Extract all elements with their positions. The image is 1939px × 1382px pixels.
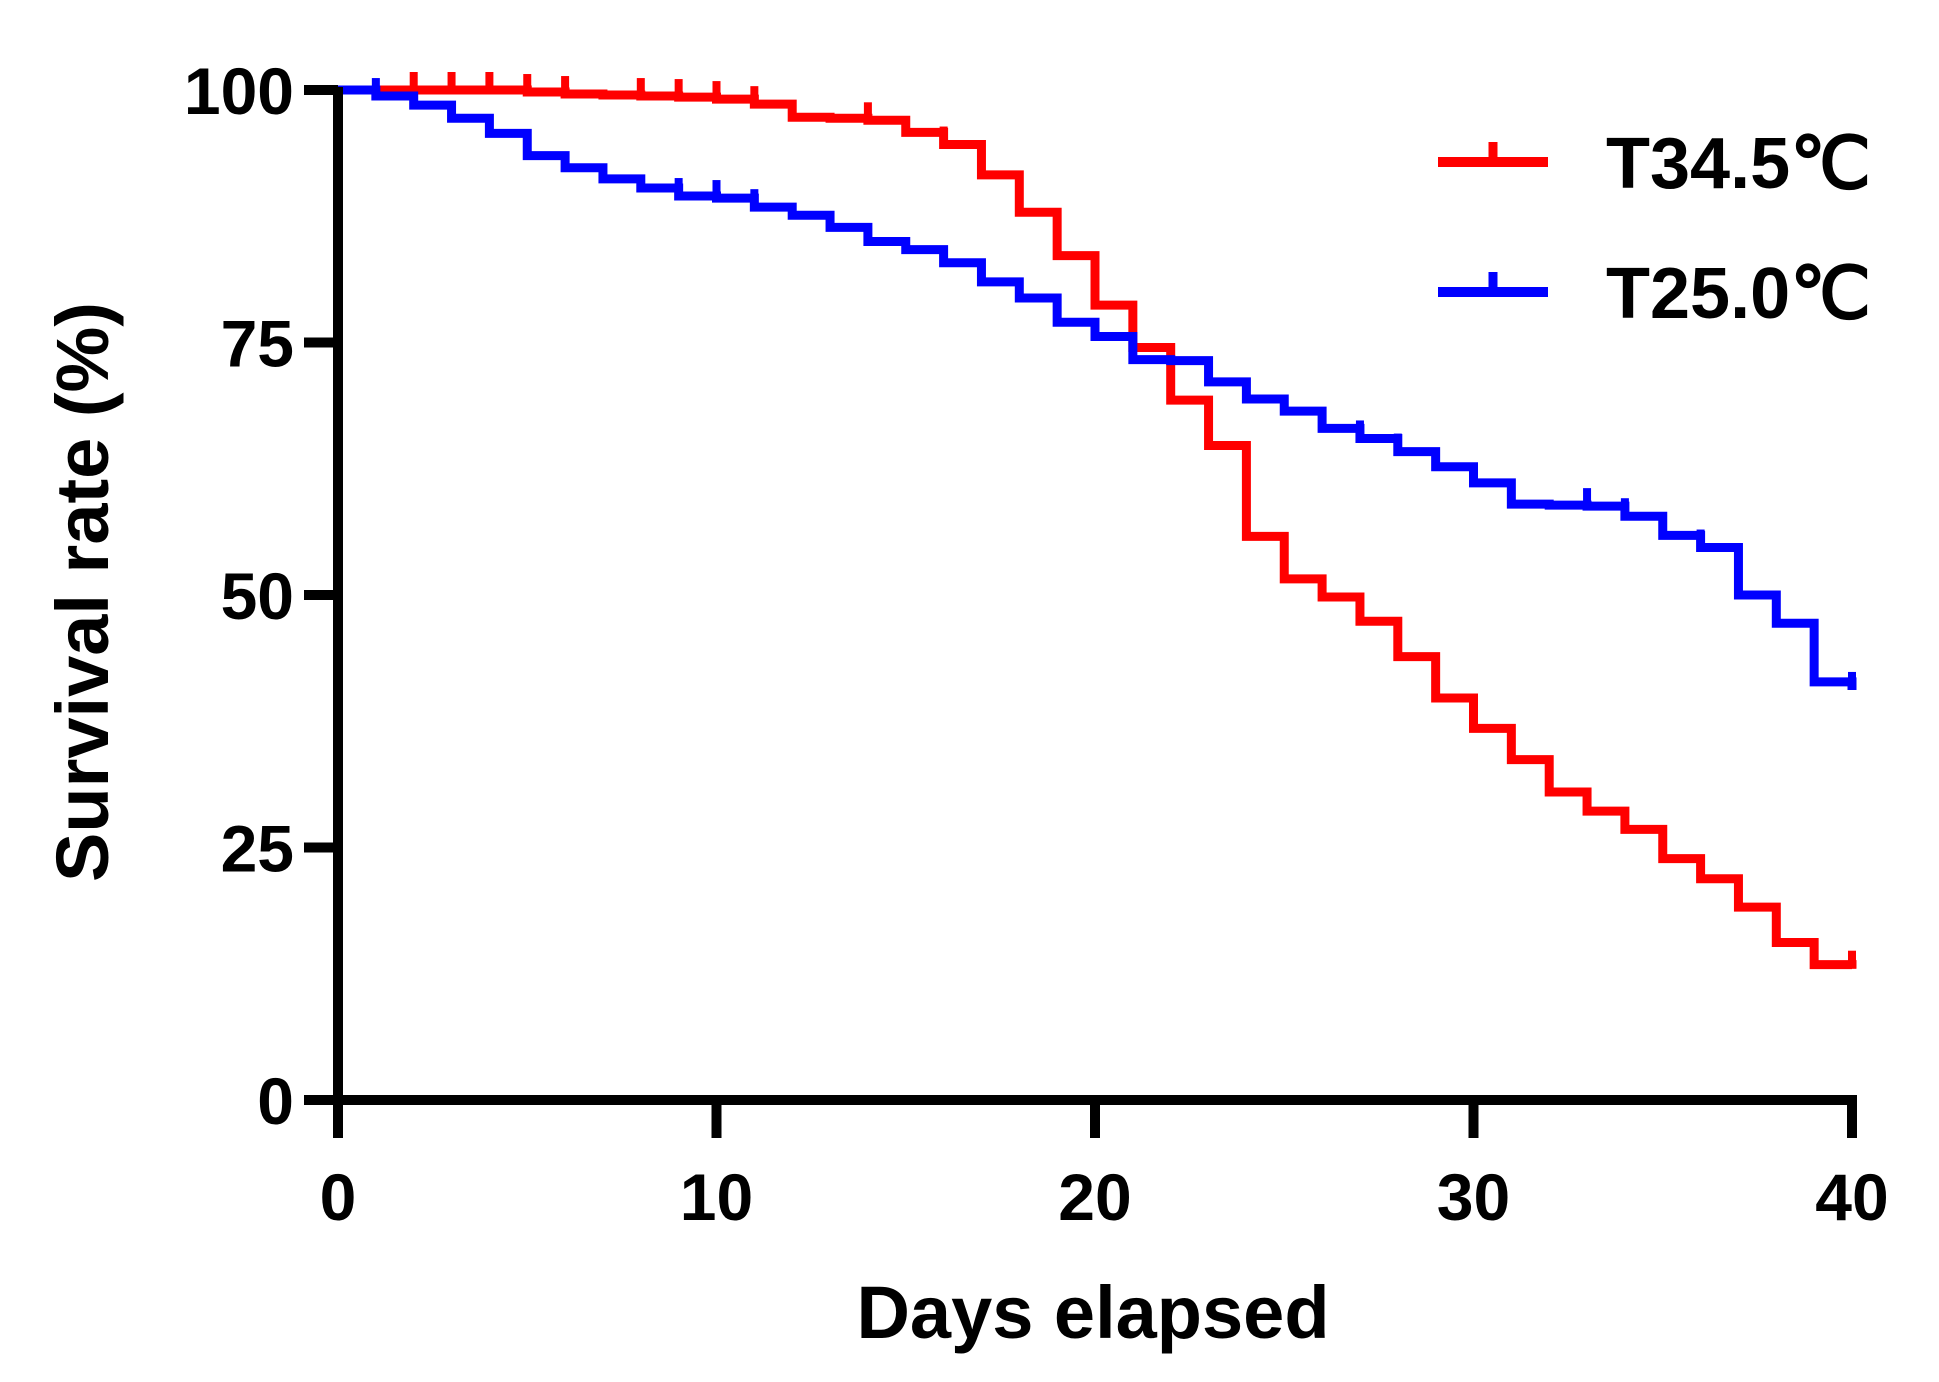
y-tick-label: 50 bbox=[221, 559, 294, 633]
series-layer bbox=[338, 72, 1857, 970]
y-axis-title: Survival rate (%) bbox=[41, 302, 124, 882]
x-axis-title: Days elapsed bbox=[856, 1271, 1329, 1354]
legend-label: T25.0℃ bbox=[1606, 254, 1871, 334]
ticks-layer: 0 25 50 75 100 0 10 20 30 40 bbox=[184, 54, 1889, 1234]
x-tick-label: 0 bbox=[320, 1160, 357, 1234]
x-tick-label: 10 bbox=[680, 1160, 753, 1234]
series-line bbox=[338, 85, 1857, 970]
axes-layer bbox=[333, 87, 1857, 1105]
legend-label: T34.5℃ bbox=[1606, 124, 1871, 204]
legend: T34.5℃ T25.0℃ bbox=[1438, 124, 1871, 334]
legend-entry-1: T34.5℃ bbox=[1438, 124, 1871, 204]
y-tick-label: 75 bbox=[221, 307, 294, 381]
y-tick-label: 0 bbox=[257, 1064, 294, 1138]
series-line bbox=[338, 85, 1857, 690]
x-tick-label: 20 bbox=[1058, 1160, 1131, 1234]
y-tick-label: 100 bbox=[184, 54, 294, 128]
legend-entry-2: T25.0℃ bbox=[1438, 254, 1871, 334]
x-tick-label: 30 bbox=[1437, 1160, 1510, 1234]
series-2 bbox=[338, 78, 1857, 690]
y-tick-label: 25 bbox=[221, 812, 294, 886]
x-tick-label: 40 bbox=[1815, 1160, 1888, 1234]
